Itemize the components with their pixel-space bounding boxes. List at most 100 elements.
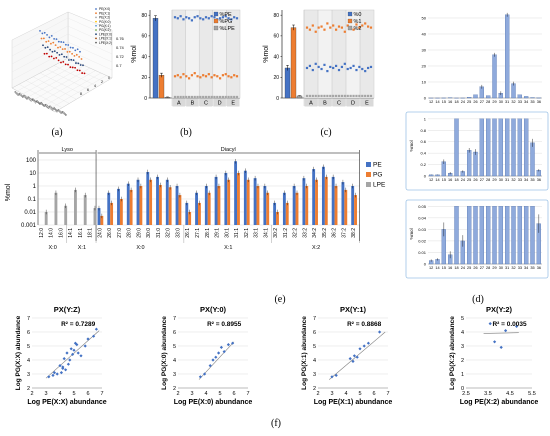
scatter-point (67, 44, 70, 46)
scatter-point (210, 15, 213, 18)
trend-line (483, 332, 519, 334)
x-tick-label: 12 (429, 266, 433, 270)
bar (511, 206, 516, 265)
legend-label: PE (373, 162, 382, 169)
scatter-point (337, 25, 341, 28)
scatter-point (59, 46, 62, 48)
legend-label: PE(X:2) (99, 16, 110, 20)
scatter-point (55, 56, 58, 59)
x-tick-label: 29:1 (215, 228, 221, 238)
bar (74, 189, 77, 225)
x-tick-label: 26 (473, 266, 477, 270)
scatter-point (213, 74, 216, 77)
legend-swatch (366, 182, 371, 187)
bar (498, 206, 503, 265)
category-box (213, 98, 226, 107)
x-tick-label: 15 (442, 266, 446, 270)
scatter-point (182, 95, 185, 99)
scatter-point (369, 94, 373, 98)
scatter-point (41, 32, 44, 35)
x-tick-label: 36 (537, 100, 541, 104)
y-tick-label: 0.001 (21, 223, 37, 229)
scatter-point (66, 362, 70, 366)
bar (517, 118, 522, 177)
scatter-region (171, 9, 241, 99)
x-tick-label: 25 (467, 100, 471, 104)
y-tick-label: 4 (461, 330, 464, 336)
scatter-point (69, 46, 72, 49)
scatter-point (176, 17, 179, 20)
bar (505, 206, 510, 265)
scatter-point (196, 15, 199, 18)
scatter-point (311, 68, 314, 72)
y-tick-label: 7 (27, 316, 30, 322)
scatter-point (305, 66, 309, 70)
legend-swatch (366, 162, 371, 167)
bar (253, 178, 257, 225)
x-tick-label: 32:2 (293, 228, 299, 238)
y-tick-label: 5 (173, 344, 176, 350)
y-tick-label: 20 (422, 64, 427, 69)
scatter-point (213, 95, 216, 99)
bar (93, 208, 97, 225)
scatter-point (235, 95, 239, 99)
y-tick-label: 5 (461, 316, 464, 322)
scatter-point (61, 366, 65, 370)
scatter-point (305, 26, 309, 29)
scatter-point (207, 73, 210, 76)
x-tick-label: 35 (530, 100, 534, 104)
r-squared-label: R² = 0.0035 (492, 321, 527, 328)
y-tick-label: 5 (27, 344, 30, 350)
legend-swatch (366, 172, 371, 177)
x-tick-label: 28 (486, 178, 490, 182)
scatter-point (210, 76, 213, 79)
bar (524, 118, 529, 177)
x-tick-label: 4000 (39, 101, 47, 109)
category-box (304, 98, 318, 107)
chart-title: PX(Y:Z) (54, 305, 81, 314)
y-tick-label: 0 (424, 96, 427, 101)
x-tick-label: 4000 (56, 108, 64, 116)
scatter-point (208, 364, 212, 368)
y-tick-label: 8 (80, 92, 82, 96)
x-tick-label: 26:1 (185, 228, 191, 238)
x-tick-label: 36:2 (332, 228, 338, 238)
scatter-point (57, 46, 59, 49)
bar (185, 202, 189, 225)
legend-marker (95, 8, 97, 10)
panel-e-chart: 100 10 1 0.1 0.01 0.001 %mol Lyso Diacyl X:0 X:1 X:… (5, 147, 386, 251)
x-tick-label: 33:2 (302, 228, 308, 238)
scatter-point (76, 69, 79, 72)
x-tick-label: 33:1 (254, 228, 260, 238)
bar (505, 14, 510, 99)
x-tick-label: 2 (30, 391, 33, 397)
y-tick-label: 10 (29, 171, 36, 177)
x-tick-label: 32 (511, 266, 515, 270)
scatter-point (366, 25, 370, 28)
y-tick-label: 2 (313, 386, 316, 392)
y-tick-label: 0.8 (420, 128, 426, 133)
bar (117, 188, 120, 225)
scatter-point (207, 95, 210, 99)
wall-grid-line (67, 33, 113, 55)
scatter-point (65, 351, 69, 355)
scatter-point (76, 351, 80, 355)
y-tick-label: 7 (173, 316, 176, 322)
scatter-point (351, 359, 355, 363)
scatter-point (329, 94, 332, 98)
scatter-point (343, 94, 346, 98)
y-tick-label: 1 (424, 116, 427, 121)
scatter-point (42, 44, 44, 47)
caption-d: (d) (472, 294, 484, 305)
x-tick-label: 6 (232, 391, 235, 397)
bar (243, 170, 247, 225)
bar (344, 189, 348, 225)
z-tick-label: 0.7 (116, 63, 122, 68)
y-tick-label: 1 (461, 372, 464, 378)
chart-title: PX(Y:2) (486, 305, 513, 314)
bar (195, 192, 198, 225)
segment-shade (172, 10, 186, 98)
bar (266, 192, 270, 225)
scatter-point (187, 77, 191, 80)
scatter-point (179, 95, 182, 99)
